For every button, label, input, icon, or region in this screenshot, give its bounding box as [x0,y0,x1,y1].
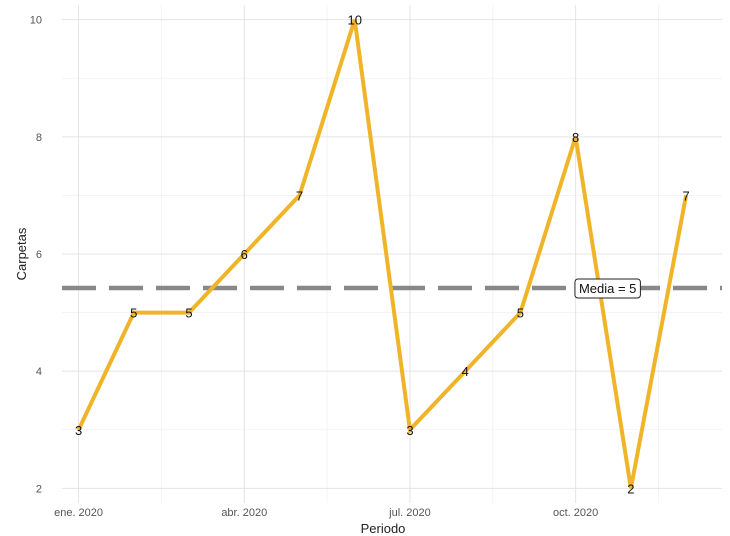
data-label: 5 [517,306,524,321]
x-tick-label: oct. 2020 [553,507,598,519]
data-label: 5 [130,306,137,321]
y-tick-label: 2 [36,483,42,495]
data-label: 7 [296,188,303,203]
y-axis-ticks: 2 4 6 8 10 [30,15,42,496]
data-label: 10 [347,13,361,28]
data-label: 2 [627,481,634,496]
y-tick-label: 10 [30,15,42,27]
data-label: 7 [682,188,689,203]
data-label: 3 [406,423,413,438]
x-tick-label: jul. 2020 [388,507,431,519]
data-label: 6 [241,247,248,262]
grid-lines [62,5,722,503]
x-axis-title: Periodo [361,521,406,536]
mean-label: Media = 5 [579,281,636,296]
y-tick-label: 8 [36,132,42,144]
y-tick-label: 4 [36,366,42,378]
x-tick-label: ene. 2020 [54,507,103,519]
mean-label-box [574,278,641,299]
x-tick-label: abr. 2020 [221,507,267,519]
data-label: 4 [462,364,469,379]
data-label: 3 [75,423,82,438]
data-label: 5 [185,306,192,321]
series-group [76,19,689,489]
x-axis-ticks: ene. 2020 abr. 2020 jul. 2020 oct. 2020 [54,507,598,519]
y-tick-label: 6 [36,249,42,261]
data-label: 8 [572,130,579,145]
data-labels: 3 5 5 6 7 10 3 4 5 8 2 7 [75,13,690,497]
mean-label-group: Media = 5 [574,278,641,299]
series-line [76,19,689,489]
y-axis-title: Carpetas [14,227,29,280]
